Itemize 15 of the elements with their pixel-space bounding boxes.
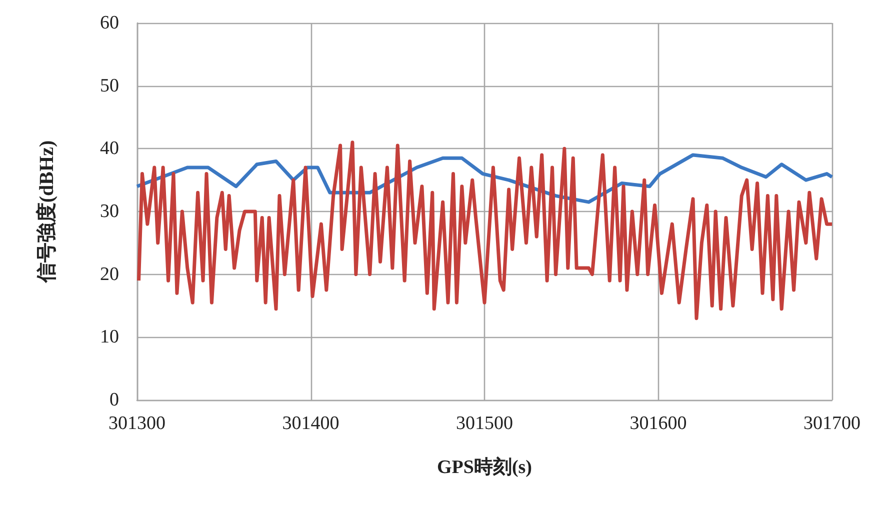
- x-tick-label: 301700: [804, 413, 860, 434]
- y-tick-label: 20: [100, 264, 119, 285]
- x-tick-label: 301500: [456, 413, 513, 434]
- x-tick-label: 301400: [282, 413, 340, 434]
- x-tick-label: 301300: [108, 413, 166, 434]
- x-tick-label: 301600: [630, 413, 687, 434]
- x-axis-title: GPS時刻(s): [437, 456, 532, 478]
- y-tick-label: 50: [100, 75, 119, 96]
- y-tick-label: 30: [100, 201, 119, 222]
- line-series: [136, 140, 834, 320]
- y-tick-label: 40: [100, 138, 119, 160]
- y-tick-label: 10: [100, 326, 119, 348]
- y-tick-label: 60: [100, 12, 119, 34]
- y-tick-label: 0: [110, 390, 119, 410]
- y-axis-title: 信号強度(dBHz): [35, 140, 58, 284]
